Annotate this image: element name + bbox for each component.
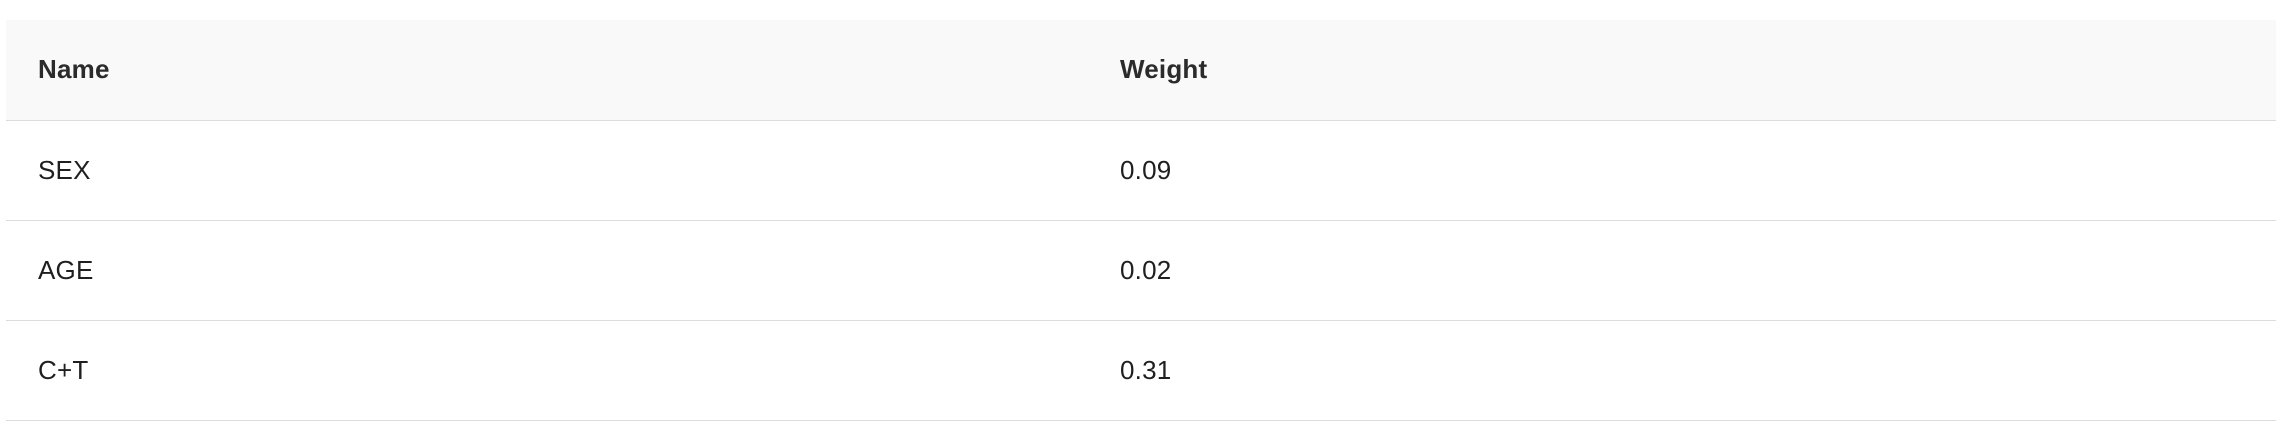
weights-table-container: Name Weight SEX 0.09 AGE 0.02 C+T 0.31: [6, 20, 2276, 421]
column-header-weight: Weight: [1088, 20, 2276, 121]
table-row: AGE 0.02: [6, 220, 2276, 321]
table-body: SEX 0.09 AGE 0.02 C+T 0.31: [6, 120, 2276, 421]
cell-name: AGE: [6, 220, 1088, 321]
cell-weight: 0.09: [1088, 120, 2276, 221]
table-header: Name Weight: [6, 20, 2276, 121]
table-row: SEX 0.09: [6, 120, 2276, 221]
table-header-row: Name Weight: [6, 20, 2276, 121]
cell-weight: 0.02: [1088, 220, 2276, 321]
column-header-name: Name: [6, 20, 1088, 121]
cell-name: C+T: [6, 320, 1088, 421]
table-row: C+T 0.31: [6, 320, 2276, 421]
cell-name: SEX: [6, 120, 1088, 221]
cell-weight: 0.31: [1088, 320, 2276, 421]
weights-table: Name Weight SEX 0.09 AGE 0.02 C+T 0.31: [6, 20, 2276, 421]
